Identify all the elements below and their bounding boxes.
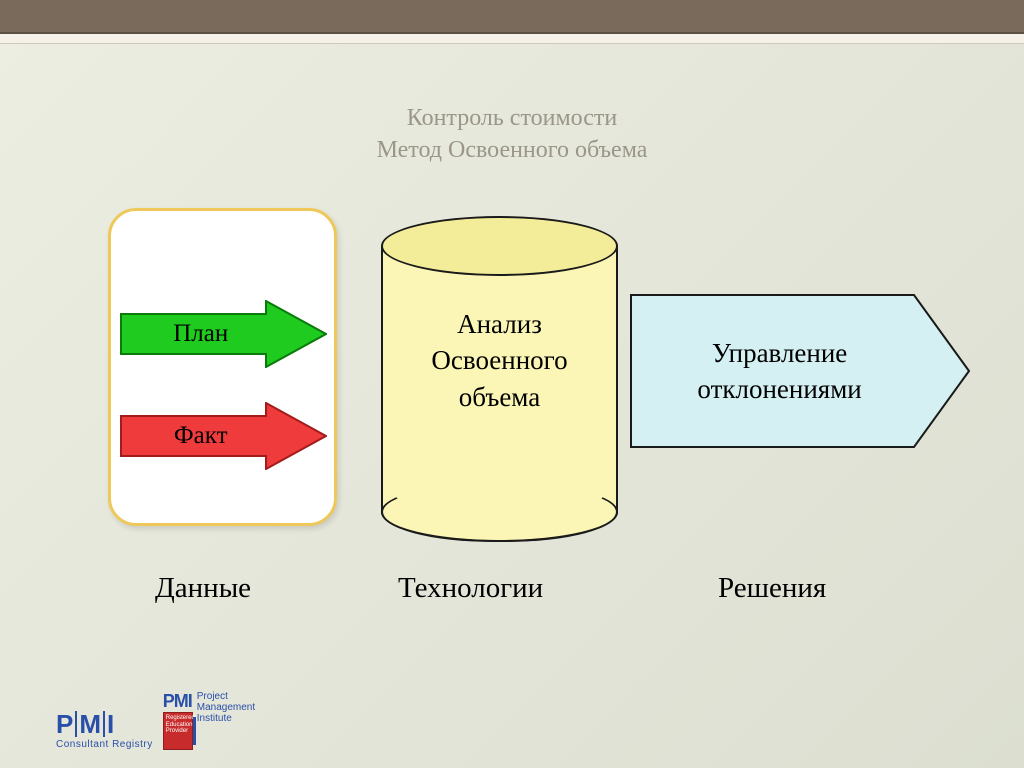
- cylinder-label: Анализ Освоенного объема: [381, 306, 618, 415]
- cyl-label-2: Освоенного: [391, 342, 608, 378]
- plan-arrow: План: [120, 300, 327, 368]
- decision-pentagon: Управление отклонениями: [630, 294, 970, 448]
- pmi-inst-2: Management: [197, 702, 255, 713]
- pent-label-1: Управление: [697, 335, 861, 371]
- footer-logos: PMI Consultant Registry PMI Registered E…: [56, 691, 255, 750]
- diagram-canvas: План Факт Анализ Освоенного объема Управ…: [0, 0, 1024, 768]
- pmi-inst-3: Institute: [197, 713, 255, 724]
- cyl-label-3: объема: [391, 379, 608, 415]
- pentagon-label: Управление отклонениями: [630, 294, 929, 448]
- pmi-small-icon: PMI: [163, 691, 192, 712]
- pmi-rep-institute-logo: PMI Registered Education Provider Projec…: [163, 691, 255, 750]
- fact-arrow-label: Факт: [120, 402, 281, 470]
- pent-label-2: отклонениями: [697, 371, 861, 407]
- bottom-label-decisions: Решения: [718, 572, 826, 605]
- consultant-registry-text: Consultant Registry: [56, 739, 153, 750]
- cylinder-top: [381, 216, 618, 276]
- cylinder-bottom: [381, 482, 618, 542]
- pmi-consultant-registry-logo: PMI Consultant Registry: [56, 711, 153, 750]
- cyl-label-1: Анализ: [391, 306, 608, 342]
- rep-badge-icon: Registered Education Provider: [163, 712, 193, 750]
- pmi-institute-text: Project Management Institute: [197, 691, 255, 724]
- analysis-cylinder: Анализ Освоенного объема: [381, 216, 618, 542]
- fact-arrow: Факт: [120, 402, 327, 470]
- bottom-label-data: Данные: [155, 572, 251, 605]
- plan-arrow-label: План: [120, 300, 281, 368]
- rep-badge-text: Registered Education Provider: [166, 715, 195, 734]
- bottom-label-tech: Технологии: [398, 572, 543, 605]
- pmi-letters-icon: PMI: [56, 711, 114, 737]
- pmi-inst-1: Project: [197, 691, 255, 702]
